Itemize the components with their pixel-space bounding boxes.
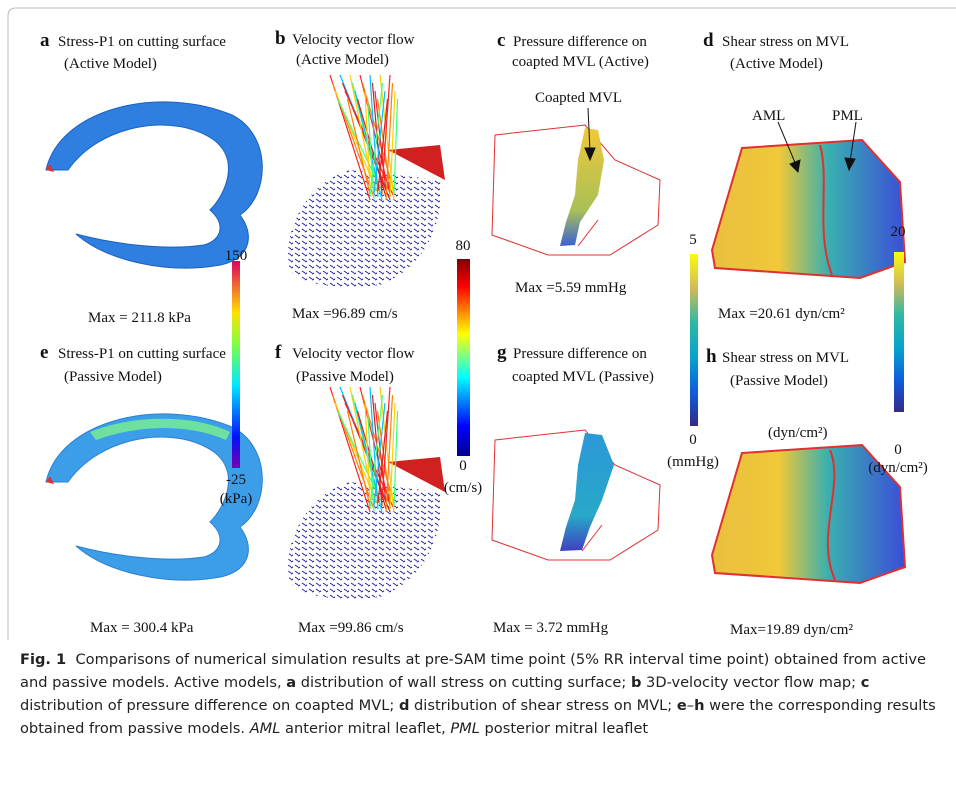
colorbar bbox=[690, 254, 698, 426]
panel-letter: d bbox=[703, 30, 714, 51]
panel-title: Shear stress on MVL bbox=[722, 34, 849, 50]
panel-title: Pressure difference on bbox=[513, 34, 647, 50]
caption-text: Fig. 1 bbox=[20, 651, 66, 668]
panel-subtitle: coapted MVL (Passive) bbox=[512, 369, 654, 385]
panel-title: Stress-P1 on cutting surface bbox=[58, 34, 226, 50]
colorbar-max: 150 bbox=[225, 248, 248, 264]
caption-text: anterior mitral leaflet, bbox=[280, 720, 450, 737]
shear-map bbox=[712, 140, 905, 278]
panel-subtitle: (Active Model) bbox=[296, 52, 389, 68]
panel-subtitle: (Passive Model) bbox=[730, 373, 828, 389]
colorbar bbox=[457, 259, 470, 456]
annotation: Coapted MVL bbox=[535, 90, 622, 106]
panel-letter: a bbox=[40, 30, 50, 51]
colorbar-unit: (kPa) bbox=[220, 491, 253, 507]
colorbar bbox=[232, 261, 240, 468]
annotation: PML bbox=[832, 108, 863, 124]
page: a Stress-P1 on cutting surface (Active Mod… bbox=[0, 0, 956, 785]
caption-text: e bbox=[677, 697, 687, 714]
shape bbox=[388, 457, 445, 492]
shape bbox=[46, 102, 262, 268]
panel-title: Pressure difference on bbox=[513, 346, 647, 362]
panel-subtitle: (Active Model) bbox=[64, 56, 157, 72]
max-value: Max =5.59 mmHg bbox=[515, 280, 627, 296]
max-value: Max = 211.8 kPa bbox=[88, 310, 191, 326]
colorbar-unit: (cm/s) bbox=[444, 480, 482, 496]
panel-letter: h bbox=[706, 346, 717, 367]
caption-text: AML bbox=[250, 720, 281, 737]
colorbar-unit: (dyn/cm²) bbox=[868, 460, 927, 476]
pressure-map bbox=[492, 430, 660, 560]
colorbar bbox=[894, 252, 904, 412]
caption-text: b bbox=[631, 674, 641, 691]
colorbar-min: 0 bbox=[689, 432, 697, 448]
panel-title: Shear stress on MVL bbox=[722, 350, 849, 366]
shape bbox=[288, 170, 441, 287]
caption-text: 3D-velocity vector flow map; bbox=[641, 674, 860, 691]
panel-title: Velocity vector flow bbox=[292, 32, 415, 48]
caption-text: posterior mitral leaflet bbox=[480, 720, 648, 737]
panel-letter: g bbox=[497, 342, 507, 363]
panel-subtitle: (Active Model) bbox=[730, 56, 823, 72]
caption-text: – bbox=[687, 697, 694, 714]
max-value: Max = 300.4 kPa bbox=[90, 620, 194, 636]
panel-letter: c bbox=[497, 30, 505, 51]
caption-text: distribution of shear stress on MVL; bbox=[409, 697, 676, 714]
panel-title: Velocity vector flow bbox=[292, 346, 415, 362]
max-value: Max=19.89 dyn/cm² bbox=[730, 622, 853, 638]
caption-text: PML bbox=[450, 720, 480, 737]
panel-title: Stress-P1 on cutting surface bbox=[58, 346, 226, 362]
shape bbox=[560, 128, 604, 246]
caption-text: distribution of wall stress on cutting s… bbox=[296, 674, 631, 691]
shape bbox=[560, 433, 614, 551]
max-value: Max =96.89 cm/s bbox=[292, 306, 398, 322]
shape bbox=[578, 220, 598, 246]
caption: Fig. 1 Comparisons of numerical simulati… bbox=[20, 648, 945, 740]
colorbar-max: 80 bbox=[456, 238, 471, 254]
annotation: AML bbox=[752, 108, 785, 124]
panel-letter: b bbox=[275, 28, 286, 49]
caption-text: a bbox=[286, 674, 296, 691]
panel-letter: f bbox=[275, 342, 282, 363]
vector-flow bbox=[288, 387, 445, 599]
pressure-map bbox=[492, 125, 660, 255]
shape bbox=[712, 140, 905, 278]
caption-text: h bbox=[694, 697, 704, 714]
max-value: Max = 3.72 mmHg bbox=[493, 620, 609, 636]
unit-label: (dyn/cm²) bbox=[768, 425, 827, 441]
colorbar-unit: (mmHg) bbox=[667, 454, 719, 470]
vector-flow bbox=[288, 75, 445, 287]
panel-subtitle: coapted MVL (Active) bbox=[512, 54, 649, 70]
colorbar-min: -25 bbox=[226, 472, 246, 488]
stress-map bbox=[46, 102, 262, 268]
max-value: Max =20.61 dyn/cm² bbox=[718, 306, 845, 322]
colorbar-max: 5 bbox=[689, 232, 697, 248]
max-value: Max =99.86 cm/s bbox=[298, 620, 404, 636]
panel-subtitle: (Passive Model) bbox=[296, 369, 394, 385]
shape bbox=[288, 482, 441, 599]
figure: a Stress-P1 on cutting surface (Active Mod… bbox=[0, 0, 956, 645]
colorbar-min: 0 bbox=[894, 442, 902, 458]
colorbar-max: 20 bbox=[891, 224, 906, 240]
shape bbox=[388, 145, 445, 180]
caption-text: d bbox=[399, 697, 409, 714]
panel-letter: e bbox=[40, 342, 48, 363]
colorbar-min: 0 bbox=[459, 458, 467, 474]
panel-subtitle: (Passive Model) bbox=[64, 369, 162, 385]
